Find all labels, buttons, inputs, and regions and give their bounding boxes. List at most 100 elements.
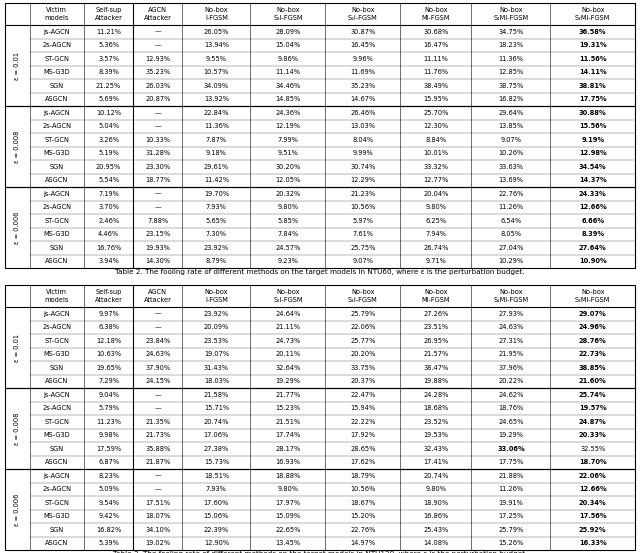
Text: SGN: SGN — [50, 527, 64, 533]
Text: 19.91%: 19.91% — [499, 500, 524, 506]
Text: 9.54%: 9.54% — [98, 500, 119, 506]
Text: 2s-AGCN: 2s-AGCN — [42, 123, 71, 129]
Text: 14.30%: 14.30% — [145, 258, 170, 264]
Text: js-AGCN: js-AGCN — [44, 191, 70, 197]
Text: ε = 0.008: ε = 0.008 — [14, 131, 20, 163]
Text: 10.29%: 10.29% — [499, 258, 524, 264]
Text: 20.87%: 20.87% — [145, 96, 170, 102]
Text: 35.88%: 35.88% — [145, 446, 170, 452]
Text: 9.80%: 9.80% — [426, 486, 447, 492]
Text: No-box
S₁MI-FGSM: No-box S₁MI-FGSM — [493, 7, 529, 21]
Text: 24.28%: 24.28% — [423, 392, 449, 398]
Text: 15.09%: 15.09% — [275, 513, 301, 519]
Text: ASGCN: ASGCN — [45, 378, 68, 384]
Text: Self-sup
Attacker: Self-sup Attacker — [95, 289, 123, 302]
Text: 27.04%: 27.04% — [498, 245, 524, 251]
Text: js-AGCN: js-AGCN — [44, 311, 70, 317]
Text: 22.84%: 22.84% — [204, 109, 229, 116]
Text: 34.75%: 34.75% — [499, 29, 524, 35]
Text: 34.10%: 34.10% — [145, 527, 170, 533]
Text: No-box
S₁I-FGSM: No-box S₁I-FGSM — [273, 7, 303, 21]
Text: 31.43%: 31.43% — [204, 365, 229, 371]
Text: MS-G3D: MS-G3D — [44, 150, 70, 156]
Text: No-box
S₂I-FGSM: No-box S₂I-FGSM — [348, 7, 378, 21]
Text: 20.74%: 20.74% — [423, 473, 449, 479]
Text: 18.70%: 18.70% — [579, 459, 607, 465]
Text: 19.65%: 19.65% — [96, 365, 121, 371]
Text: 17.59%: 17.59% — [96, 446, 121, 452]
Text: 14.97%: 14.97% — [350, 540, 376, 546]
Text: 9.18%: 9.18% — [206, 150, 227, 156]
Text: 31.28%: 31.28% — [145, 150, 170, 156]
Text: ε = 0.006: ε = 0.006 — [14, 493, 20, 526]
Text: ε = 0.008: ε = 0.008 — [14, 413, 20, 445]
Text: 8.04%: 8.04% — [353, 137, 374, 143]
Text: 23.15%: 23.15% — [145, 231, 170, 237]
Text: ASGCN: ASGCN — [45, 459, 68, 465]
Text: 22.76%: 22.76% — [498, 191, 524, 197]
Text: ST-GCN: ST-GCN — [44, 500, 69, 506]
Text: 7.19%: 7.19% — [98, 191, 119, 197]
Text: 17.97%: 17.97% — [275, 500, 301, 506]
Text: 12.93%: 12.93% — [145, 56, 170, 62]
Text: 27.64%: 27.64% — [579, 245, 607, 251]
Text: 9.80%: 9.80% — [426, 204, 447, 210]
Text: 17.92%: 17.92% — [350, 432, 376, 438]
Text: 6.38%: 6.38% — [98, 324, 119, 330]
Text: 20.37%: 20.37% — [350, 378, 376, 384]
Text: 28.76%: 28.76% — [579, 338, 607, 344]
Text: MS-G3D: MS-G3D — [44, 432, 70, 438]
Text: 9.19%: 9.19% — [581, 137, 604, 143]
Text: —: — — [154, 29, 161, 35]
Text: 3.26%: 3.26% — [98, 137, 119, 143]
Text: 27.38%: 27.38% — [204, 446, 229, 452]
Text: 17.74%: 17.74% — [275, 432, 301, 438]
Text: 7.94%: 7.94% — [426, 231, 447, 237]
Text: js-AGCN: js-AGCN — [44, 109, 70, 116]
Text: 2s-AGCN: 2s-AGCN — [42, 324, 71, 330]
Text: 12.85%: 12.85% — [499, 69, 524, 75]
Text: 13.92%: 13.92% — [204, 96, 229, 102]
Text: 13.03%: 13.03% — [351, 123, 376, 129]
Text: 18.03%: 18.03% — [204, 378, 229, 384]
Bar — [5, 3, 635, 268]
Text: —: — — [154, 311, 161, 317]
Text: 9.86%: 9.86% — [278, 56, 298, 62]
Text: 21.60%: 21.60% — [579, 378, 607, 384]
Text: 15.23%: 15.23% — [275, 405, 301, 411]
Text: 18.51%: 18.51% — [204, 473, 229, 479]
Text: Table 3. The fooling rate of different methods on the target models in NTU120, w: Table 3. The fooling rate of different m… — [113, 551, 527, 553]
Text: 24.63%: 24.63% — [499, 324, 524, 330]
Text: 18.07%: 18.07% — [145, 513, 170, 519]
Text: 17.62%: 17.62% — [350, 459, 376, 465]
Text: 22.76%: 22.76% — [350, 527, 376, 533]
Text: 18.68%: 18.68% — [423, 405, 449, 411]
Text: 9.23%: 9.23% — [278, 258, 298, 264]
Text: 17.56%: 17.56% — [579, 513, 607, 519]
Text: ASGCN: ASGCN — [45, 540, 68, 546]
Text: 11.69%: 11.69% — [351, 69, 376, 75]
Text: No-box
S₁I-FGSM: No-box S₁I-FGSM — [273, 289, 303, 302]
Text: 26.03%: 26.03% — [145, 83, 170, 88]
Text: SGN: SGN — [50, 164, 64, 170]
Text: 12.29%: 12.29% — [350, 178, 376, 183]
Text: —: — — [154, 473, 161, 479]
Text: 5.36%: 5.36% — [98, 42, 119, 48]
Text: 21.25%: 21.25% — [96, 83, 121, 88]
Text: 12.77%: 12.77% — [423, 178, 449, 183]
Text: 24.62%: 24.62% — [498, 392, 524, 398]
Text: 19.29%: 19.29% — [275, 378, 300, 384]
Text: 16.82%: 16.82% — [96, 527, 121, 533]
Text: 33.75%: 33.75% — [350, 365, 376, 371]
Text: 15.04%: 15.04% — [275, 42, 301, 48]
Text: 25.74%: 25.74% — [579, 392, 607, 398]
Text: 20.20%: 20.20% — [350, 351, 376, 357]
Text: 10.90%: 10.90% — [579, 258, 607, 264]
Text: 27.26%: 27.26% — [423, 311, 449, 317]
Text: 17.60%: 17.60% — [204, 500, 229, 506]
Text: —: — — [154, 42, 161, 48]
Text: 21.58%: 21.58% — [204, 392, 229, 398]
Text: 24.33%: 24.33% — [579, 191, 607, 197]
Text: js-AGCN: js-AGCN — [44, 29, 70, 35]
Text: 9.07%: 9.07% — [500, 137, 522, 143]
